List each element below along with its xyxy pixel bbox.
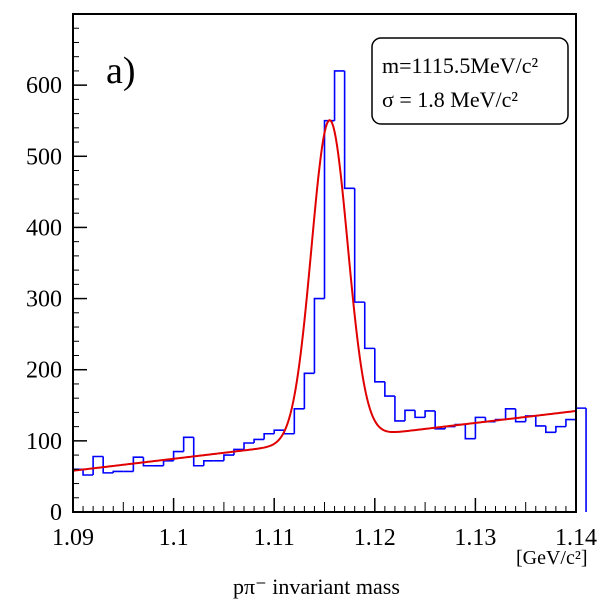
histogram-bin <box>313 297 325 374</box>
histogram-bin <box>253 438 265 443</box>
histogram-bin <box>404 409 416 421</box>
histogram-bin <box>545 425 556 434</box>
histogram-bin <box>353 188 365 303</box>
fit-curve <box>72 118 577 472</box>
histogram-bin <box>464 424 476 440</box>
histogram-bin <box>414 410 426 419</box>
y-tick-label: 400 <box>26 215 62 241</box>
histogram-bin <box>102 456 114 474</box>
histogram-bin <box>323 119 335 299</box>
legend-box <box>371 37 569 125</box>
histogram-bin <box>293 408 305 434</box>
histogram-bin <box>92 455 104 476</box>
histogram-bin <box>233 448 245 456</box>
histogram-bin <box>514 408 526 423</box>
histogram-bin <box>72 468 84 512</box>
histogram-bin <box>202 459 214 466</box>
histogram-bin <box>384 381 395 397</box>
histogram-bin <box>374 348 385 383</box>
histogram-bin <box>182 436 194 452</box>
histogram-bin <box>283 430 295 435</box>
histogram-bin <box>172 450 184 461</box>
y-tick-label: 300 <box>26 287 62 313</box>
histogram-bin <box>575 407 587 420</box>
x-tick-label: 1.14 <box>555 525 597 551</box>
y-tick-label: 500 <box>26 144 62 170</box>
histogram-series <box>72 70 587 512</box>
histogram-bin <box>504 408 516 420</box>
histogram-bin <box>534 415 546 427</box>
y-tick-label: 600 <box>26 73 62 99</box>
y-axis: 0 100 200 300 400 500 600 <box>26 27 87 526</box>
x-tick-label: 1.1 <box>159 525 189 551</box>
legend-sigma: σ = 1.8 MeV/c² <box>382 87 518 112</box>
histogram-bin <box>333 70 345 121</box>
y-tick-label: 0 <box>50 500 62 526</box>
x-axis-unit: [GeV/c²] <box>516 547 588 569</box>
y-tick-label: 200 <box>26 358 62 384</box>
histogram-bin <box>192 437 204 467</box>
panel-label: a) <box>106 50 136 92</box>
histogram-bin <box>243 442 255 450</box>
histogram-bin <box>565 418 576 427</box>
histogram-bin <box>132 456 144 472</box>
fit-curve-series <box>72 118 577 472</box>
x-axis: 1.09 1.1 1.11 1.12 1.13 1.14 <box>52 498 597 551</box>
x-axis-title: pπ⁻ invariant mass <box>233 574 400 599</box>
y-tick-label: 100 <box>26 429 62 455</box>
x-tick-label: 1.09 <box>52 525 94 551</box>
histogram-bin <box>82 469 94 476</box>
histogram-bin <box>555 425 566 433</box>
histogram-bin <box>424 410 436 418</box>
histogram-bin <box>263 432 275 440</box>
x-tick-label: 1.13 <box>454 525 496 551</box>
legend: m=1115.5MeV/c² σ = 1.8 MeV/c² <box>371 37 569 125</box>
histogram-bin <box>162 459 174 466</box>
histogram-bin <box>434 410 446 430</box>
histogram-bin <box>112 470 124 473</box>
x-tick-label: 1.11 <box>254 525 295 551</box>
histogram-bin <box>474 416 486 439</box>
histogram-bin <box>273 429 285 434</box>
histogram-bin <box>223 454 234 461</box>
histogram-bin <box>363 302 375 350</box>
x-tick-label: 1.12 <box>354 525 396 551</box>
histogram-bin <box>394 396 405 422</box>
histogram-bin <box>343 70 355 190</box>
histogram-bin <box>303 372 315 409</box>
legend-mass: m=1115.5MeV/c² <box>382 53 538 78</box>
histogram-bin <box>142 457 154 467</box>
